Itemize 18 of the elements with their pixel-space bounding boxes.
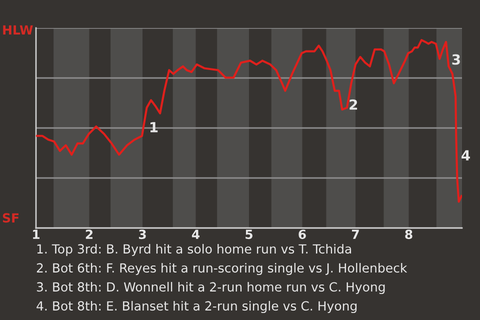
text: 2. Bot 6th: F. Reyes hit a run-scoring single vs J. Hollenbeck: [36, 262, 408, 276]
x-tick-label: 6: [298, 230, 306, 240]
annotation: 4: [462, 150, 470, 160]
text: SF: [2, 213, 18, 223]
x-tick-label: 7: [352, 230, 359, 239]
x-tick-label: 5: [246, 230, 252, 240]
text: HLW: [3, 25, 33, 34]
text: 3. Bot 8th: D. Wonnell hit a 2-run home run vs C. Hyong: [36, 282, 385, 294]
text: 1. Top 3rd: B. Byrd hit a solo home run vs T. Tchida: [37, 244, 352, 256]
x-tick-label: 3: [138, 230, 146, 240]
text: 4. Bot 8th: E. Blanset hit a 2-run single vs C. Hyong: [36, 300, 357, 314]
annotation: 2: [350, 99, 358, 110]
annotation: 3: [452, 54, 460, 65]
annotation: 1: [150, 122, 158, 132]
x-tick-label: 8: [405, 230, 412, 240]
x-tick-label: 1: [33, 230, 40, 239]
x-tick-label: 2: [86, 230, 93, 239]
x-tick-label: 4: [192, 230, 200, 239]
